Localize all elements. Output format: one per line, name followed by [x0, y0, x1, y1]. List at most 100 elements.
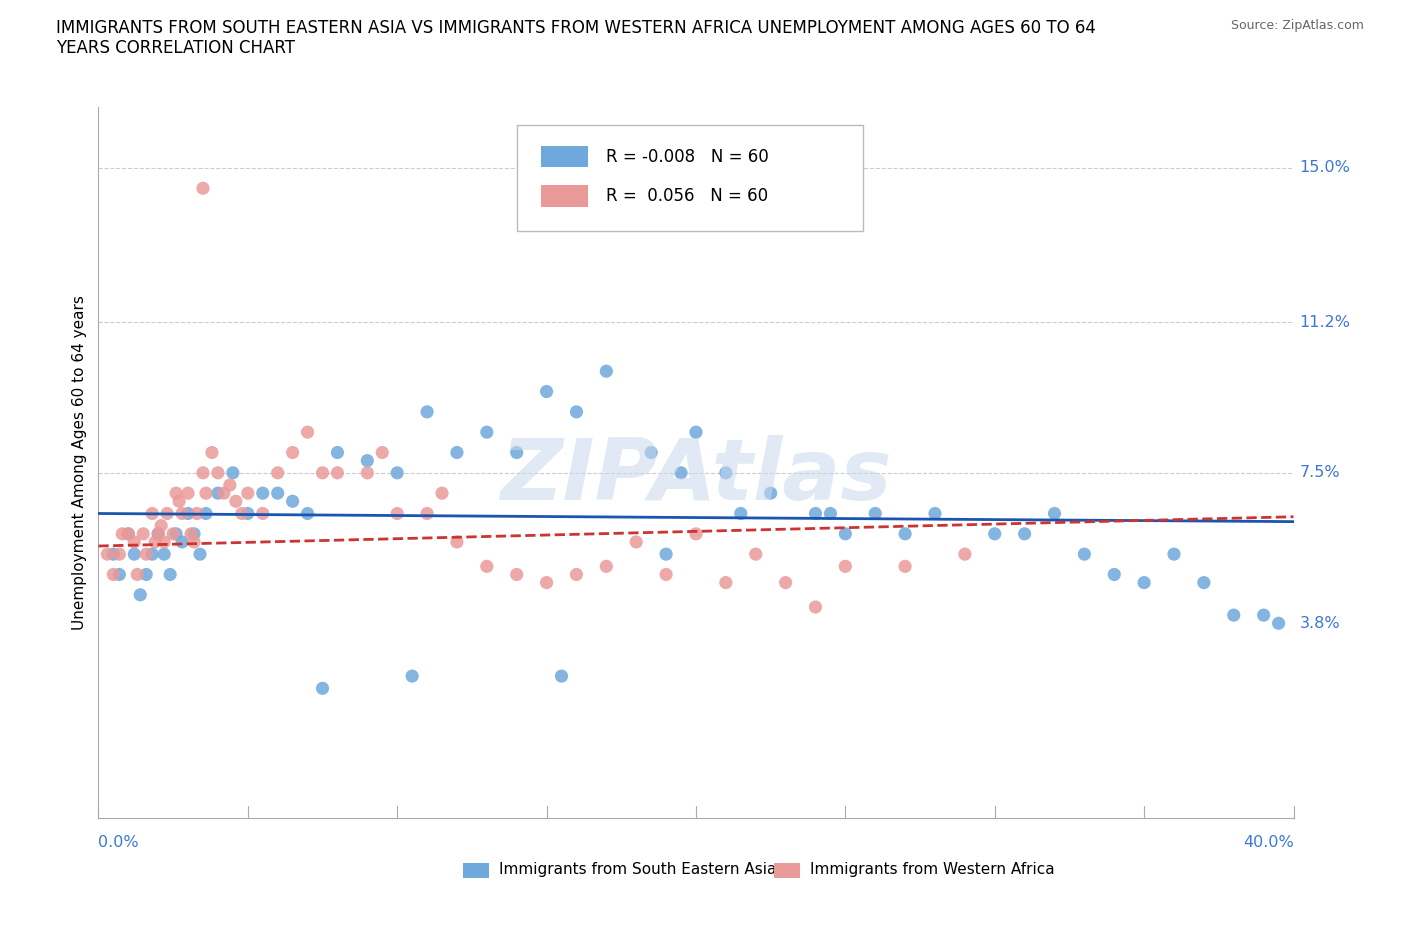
Point: [108, 567, 131, 582]
Point: [745, 547, 768, 562]
Text: ZIPAtlas: ZIPAtlas: [501, 435, 891, 518]
Point: [108, 547, 131, 562]
Point: [894, 526, 917, 541]
Point: [834, 526, 856, 541]
Point: [865, 506, 887, 521]
Point: [1073, 547, 1095, 562]
Point: [655, 547, 678, 562]
Point: [267, 485, 290, 500]
Point: [165, 485, 187, 500]
Point: [1014, 526, 1036, 541]
Point: [385, 465, 409, 480]
Point: [117, 526, 139, 541]
FancyBboxPatch shape: [517, 125, 863, 232]
Point: [165, 526, 187, 541]
Point: [183, 535, 205, 550]
Point: [129, 588, 152, 603]
Point: [446, 535, 468, 550]
Point: [143, 535, 166, 550]
Text: 0.0%: 0.0%: [98, 834, 139, 850]
Point: [252, 506, 274, 521]
Point: [1267, 616, 1289, 631]
Point: [297, 506, 319, 521]
Bar: [463, 862, 489, 878]
Point: [148, 526, 170, 541]
Point: [1253, 607, 1275, 622]
Point: [311, 681, 333, 696]
Point: [565, 405, 588, 419]
Point: [924, 506, 946, 521]
Point: [201, 445, 224, 460]
Point: [685, 526, 707, 541]
Point: [180, 526, 202, 541]
Point: [536, 575, 558, 590]
Text: R =  0.056   N = 60: R = 0.056 N = 60: [606, 187, 769, 205]
Point: [141, 547, 163, 562]
Text: 15.0%: 15.0%: [1299, 161, 1350, 176]
Point: [1163, 547, 1185, 562]
Point: [191, 465, 214, 480]
Text: Immigrants from Western Africa: Immigrants from Western Africa: [810, 862, 1054, 877]
Point: [117, 526, 139, 541]
Point: [595, 364, 617, 379]
Text: 40.0%: 40.0%: [1243, 834, 1294, 850]
Point: [225, 494, 247, 509]
Point: [446, 445, 468, 460]
Text: YEARS CORRELATION CHART: YEARS CORRELATION CHART: [56, 39, 295, 57]
Point: [371, 445, 394, 460]
Point: [127, 567, 149, 582]
Point: [153, 535, 176, 550]
Bar: [541, 146, 589, 167]
Point: [111, 526, 134, 541]
Point: [186, 506, 208, 521]
Point: [207, 485, 229, 500]
Point: [281, 494, 304, 509]
Point: [506, 445, 529, 460]
Text: Source: ZipAtlas.com: Source: ZipAtlas.com: [1230, 19, 1364, 32]
Point: [231, 506, 253, 521]
Point: [385, 506, 409, 521]
Point: [595, 559, 617, 574]
Point: [820, 506, 842, 521]
Point: [148, 526, 170, 541]
Point: [141, 506, 163, 521]
Point: [1133, 575, 1156, 590]
Point: [150, 518, 173, 533]
Point: [219, 478, 242, 493]
Point: [430, 485, 453, 500]
Point: [416, 405, 439, 419]
Point: [267, 465, 290, 480]
Point: [124, 547, 146, 562]
Text: Immigrants from South Eastern Asia: Immigrants from South Eastern Asia: [499, 862, 776, 877]
Text: 7.5%: 7.5%: [1299, 465, 1340, 480]
Point: [311, 465, 333, 480]
Point: [550, 669, 572, 684]
Point: [475, 425, 498, 440]
Point: [804, 506, 827, 521]
Text: 3.8%: 3.8%: [1299, 616, 1340, 631]
Point: [475, 559, 498, 574]
Point: [655, 567, 678, 582]
Bar: [541, 185, 589, 206]
Point: [183, 526, 205, 541]
Text: 11.2%: 11.2%: [1299, 315, 1351, 330]
Point: [759, 485, 782, 500]
Point: [1223, 607, 1246, 622]
Point: [416, 506, 439, 521]
Point: [135, 567, 157, 582]
Point: [135, 547, 157, 562]
Point: [281, 445, 304, 460]
Point: [212, 485, 235, 500]
Bar: [773, 862, 800, 878]
Point: [191, 180, 214, 195]
Point: [195, 506, 218, 521]
Point: [356, 465, 378, 480]
Point: [172, 506, 194, 521]
Point: [834, 559, 856, 574]
Point: [1104, 567, 1126, 582]
Point: [984, 526, 1007, 541]
Point: [103, 547, 125, 562]
Point: [195, 485, 218, 500]
Point: [730, 506, 752, 521]
Point: [326, 465, 349, 480]
